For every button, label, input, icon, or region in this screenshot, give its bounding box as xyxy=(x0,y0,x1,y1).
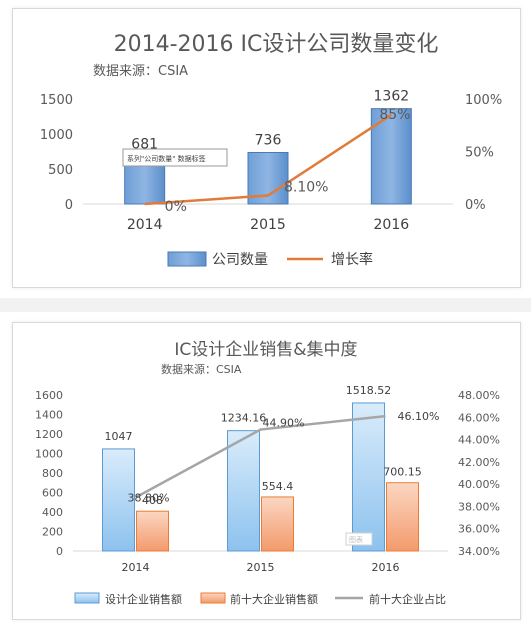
chart2-left-tick-label: 1200 xyxy=(35,428,63,441)
chart1-right-tick-label: 50% xyxy=(465,146,494,161)
chart1-legend-label: 公司数量 xyxy=(212,252,268,268)
chart2-bar-top10-sales xyxy=(136,510,169,552)
chart1-legend-label: 增长率 xyxy=(331,251,373,268)
chart1-legend-swatch-bar xyxy=(167,251,207,267)
chart2-right-tick-label: 38.00% xyxy=(458,500,500,513)
chart1-annotation-text: 系列"公司数量" 数据标签 xyxy=(127,154,206,163)
chart2-right-tick-label: 46.00% xyxy=(458,411,500,424)
chart1-right-tick-label: 0% xyxy=(465,198,486,213)
chart1-line-label: 8.10% xyxy=(284,179,328,195)
chart1-category-label: 2014 xyxy=(127,217,163,233)
chart1-line-label: 0% xyxy=(165,199,187,215)
chart2-left-tick-label: 200 xyxy=(42,526,63,539)
chart2-bar-total-sales xyxy=(352,402,385,552)
chart2-legend-label: 前十大企业占比 xyxy=(369,592,446,606)
chart2-right-tick-label: 40.00% xyxy=(458,478,500,491)
sales-concentration-chart: IC设计企业销售&集中度 数据来源：CSIA 0 200 400 600 800 1000… xyxy=(35,340,500,606)
chart2-annotation-text: 图表 xyxy=(349,535,363,544)
chart2-bar-label: 700.15 xyxy=(383,466,422,479)
chart2-bar-label: 554.4 xyxy=(262,480,294,493)
chart1-left-tick-label: 1000 xyxy=(40,128,73,143)
chart2-right-tick-label: 48.00% xyxy=(458,389,500,402)
chart2-bar-top10-sales xyxy=(261,496,294,552)
chart2-line-label: 44.90% xyxy=(263,417,305,430)
chart2-bar-label: 1047 xyxy=(105,430,133,443)
chart1-bar-label: 1362 xyxy=(374,89,410,105)
chart2-left-tick-label: 0 xyxy=(56,545,63,558)
chart2-right-tick-label: 36.00% xyxy=(458,523,500,536)
chart2-right-tick-label: 34.00% xyxy=(458,545,500,558)
panel-divider xyxy=(0,298,531,312)
chart2-share-line xyxy=(134,414,386,499)
chart1-category-label: 2016 xyxy=(374,217,410,233)
chart2-title: IC设计企业销售&集中度 xyxy=(174,340,357,360)
chart2-legend-swatch-top10 xyxy=(200,592,226,604)
chart2-line-label: 46.10% xyxy=(398,410,440,423)
chart2-bar-total-sales xyxy=(102,448,135,552)
chart2-line-label: 38.80% xyxy=(128,492,170,505)
chart-panel-sales-concentration: IC设计企业销售&集中度 数据来源：CSIA 0 200 400 600 800 1000… xyxy=(12,322,521,620)
chart2-subtitle: 数据来源：CSIA xyxy=(161,362,242,376)
chart1-right-tick-label: 100% xyxy=(465,93,502,108)
chart2-category-label: 2015 xyxy=(247,561,275,574)
chart2-bar-label: 1234.16 xyxy=(221,412,267,425)
chart2-bar-label: 408 xyxy=(142,494,163,507)
chart2-annotation-box xyxy=(345,532,373,546)
chart1-left-tick-label: 500 xyxy=(48,163,73,178)
chart-panel-company-count: 2014-2016 IC设计公司数量变化 数据来源：CSIA 0 500 1000 1… xyxy=(12,8,521,288)
chart2-left-tick-label: 400 xyxy=(42,506,63,519)
chart1-left-tick-label: 1500 xyxy=(40,93,73,108)
chart1-line-label: 85% xyxy=(379,107,410,123)
chart2-right-tick-label: 42.00% xyxy=(458,456,500,469)
chart1-subtitle: 数据来源：CSIA xyxy=(93,64,188,79)
chart2-left-tick-label: 800 xyxy=(42,467,63,480)
chart2-bar-label: 1518.52 xyxy=(346,384,392,397)
chart2-left-tick-label: 1000 xyxy=(35,448,63,461)
chart1-bar-label: 736 xyxy=(255,132,282,148)
chart2-legend-label: 设计企业销售额 xyxy=(105,592,182,606)
chart2-left-tick-label: 600 xyxy=(42,487,63,500)
chart1-category-label: 2015 xyxy=(250,217,286,233)
chart2-bar-total-sales xyxy=(227,430,260,552)
chart2-legend-label: 前十大企业销售额 xyxy=(230,592,318,606)
chart2-bar-top10-sales xyxy=(386,482,419,552)
chart1-growth-line xyxy=(144,113,393,206)
company-count-chart: 2014-2016 IC设计公司数量变化 数据来源：CSIA 0 500 1000 1… xyxy=(40,32,502,268)
chart2-legend-swatch-total xyxy=(74,592,100,604)
chart1-annotation-box xyxy=(122,148,228,167)
chart2-right-tick-label: 44.00% xyxy=(458,434,500,447)
chart2-category-label: 2014 xyxy=(122,561,150,574)
chart2-left-tick-label: 1600 xyxy=(35,389,63,402)
chart2-left-tick-label: 1400 xyxy=(35,409,63,422)
chart1-left-tick-label: 0 xyxy=(65,198,73,213)
chart1-title: 2014-2016 IC设计公司数量变化 xyxy=(114,32,439,57)
chart1-bar-label: 681 xyxy=(131,136,158,152)
chart2-category-label: 2016 xyxy=(372,561,400,574)
